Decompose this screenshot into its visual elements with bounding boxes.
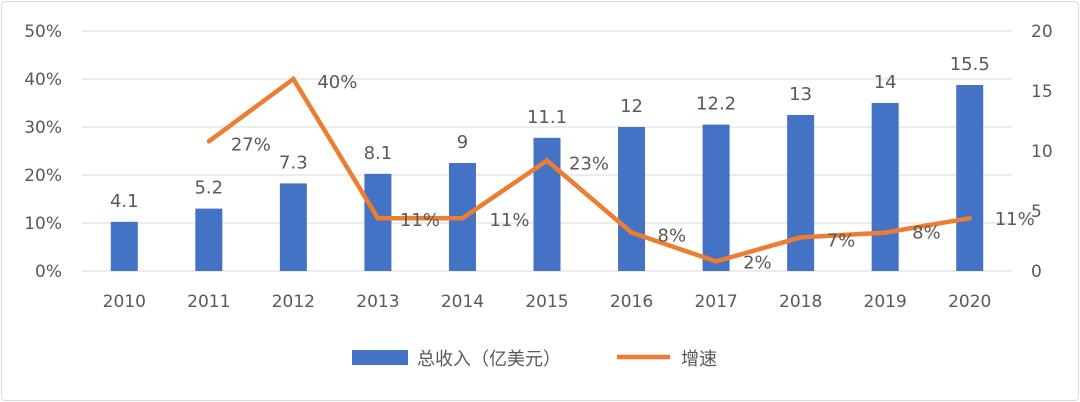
- growth-point: [291, 76, 296, 82]
- growth-point: [882, 230, 888, 235]
- x-tick-label: 2014: [441, 292, 484, 312]
- x-tick-label: 2011: [187, 292, 230, 312]
- growth-point: [206, 139, 212, 144]
- bar-value-label: 12: [620, 96, 643, 117]
- growth-value-label: 23%: [569, 154, 609, 175]
- x-tick-label: 2012: [272, 292, 315, 312]
- revenue-bar: [702, 124, 730, 271]
- growth-point: [713, 259, 719, 264]
- y-left-tick-label: 40%: [24, 70, 62, 90]
- growth-value-label: 8%: [658, 226, 687, 247]
- growth-point: [629, 230, 634, 235]
- bar-value-label: 12.2: [696, 94, 736, 115]
- growth-polyline: [207, 75, 971, 264]
- legend: 总收入（亿美元） 增速: [352, 349, 717, 370]
- revenue-bar: [279, 183, 307, 271]
- growth-value-label: 11%: [489, 210, 529, 231]
- bar-value-label: 14: [874, 72, 897, 93]
- x-tick-label: 2013: [356, 292, 399, 312]
- bar-value-label: 4.1: [110, 191, 139, 212]
- bar-value-label: 9: [457, 132, 468, 153]
- y-right-tick-label: 0: [1031, 262, 1042, 282]
- y-left-tick-label: 20%: [24, 166, 62, 186]
- bar-value-label: 13: [789, 84, 812, 105]
- revenue-bar: [871, 103, 899, 271]
- revenue-bar: [956, 85, 984, 271]
- gridlines: [82, 30, 1012, 272]
- x-tick-label: 2015: [525, 292, 568, 312]
- y-left-tick-label: 30%: [24, 118, 62, 138]
- x-tick-label: 2019: [864, 292, 907, 312]
- y-left-tick-label: 10%: [24, 214, 62, 234]
- bar-value-label: 5.2: [194, 178, 223, 199]
- growth-value-label: 27%: [231, 134, 271, 155]
- bar-value-label: 8.1: [364, 143, 393, 164]
- x-tick-label: 2020: [948, 292, 991, 312]
- y-left-tick-label: 50%: [24, 22, 62, 42]
- growth-point: [544, 158, 550, 163]
- axes: 0% 10% 20% 30% 40% 50% 0 5 10 15 20 2010 2011 2012 201…: [24, 22, 1052, 312]
- growth-value-label: 7%: [827, 230, 856, 251]
- x-tick-label: 2010: [103, 292, 146, 312]
- growth-point: [460, 216, 465, 221]
- revenue-bar: [787, 115, 815, 271]
- growth-value-label: 11%: [400, 210, 440, 231]
- y-right-tick-label: 20: [1031, 22, 1053, 42]
- bar-value-label: 15.5: [950, 54, 990, 75]
- y-left-tick-label: 0%: [35, 262, 62, 282]
- data-labels: 4.1 5.2 7.3 8.1 9 11.1 12 12.2 13 14 15.5 27% 40% 11%…: [110, 54, 1035, 273]
- bar-value-label: 7.3: [279, 152, 308, 173]
- revenue-bar: [364, 173, 392, 271]
- legend-label-revenue: 总收入（亿美元）: [417, 349, 561, 370]
- y-right-tick-label: 5: [1031, 202, 1042, 222]
- y-right-tick-label: 15: [1031, 82, 1053, 102]
- revenue-bar: [110, 221, 138, 271]
- legend-swatch-revenue: [352, 350, 408, 365]
- bar-value-label: 11.1: [527, 107, 567, 128]
- growth-value-label: 40%: [317, 72, 357, 93]
- y-right-tick-label: 10: [1031, 142, 1053, 162]
- growth-value-label: 2%: [743, 252, 772, 273]
- x-tick-label: 2018: [779, 292, 822, 312]
- revenue-bar: [618, 127, 646, 271]
- revenue-bar: [533, 137, 561, 271]
- x-tick-label: 2017: [694, 292, 737, 312]
- growth-line: [206, 75, 972, 264]
- growth-point: [375, 216, 381, 221]
- growth-value-label: 11%: [995, 209, 1035, 230]
- legend-label-growth: 增速: [681, 349, 717, 370]
- growth-point: [798, 235, 803, 240]
- growth-point: [967, 216, 972, 221]
- revenue-bar: [195, 208, 223, 271]
- x-tick-label: 2016: [610, 292, 653, 312]
- growth-value-label: 8%: [912, 223, 941, 244]
